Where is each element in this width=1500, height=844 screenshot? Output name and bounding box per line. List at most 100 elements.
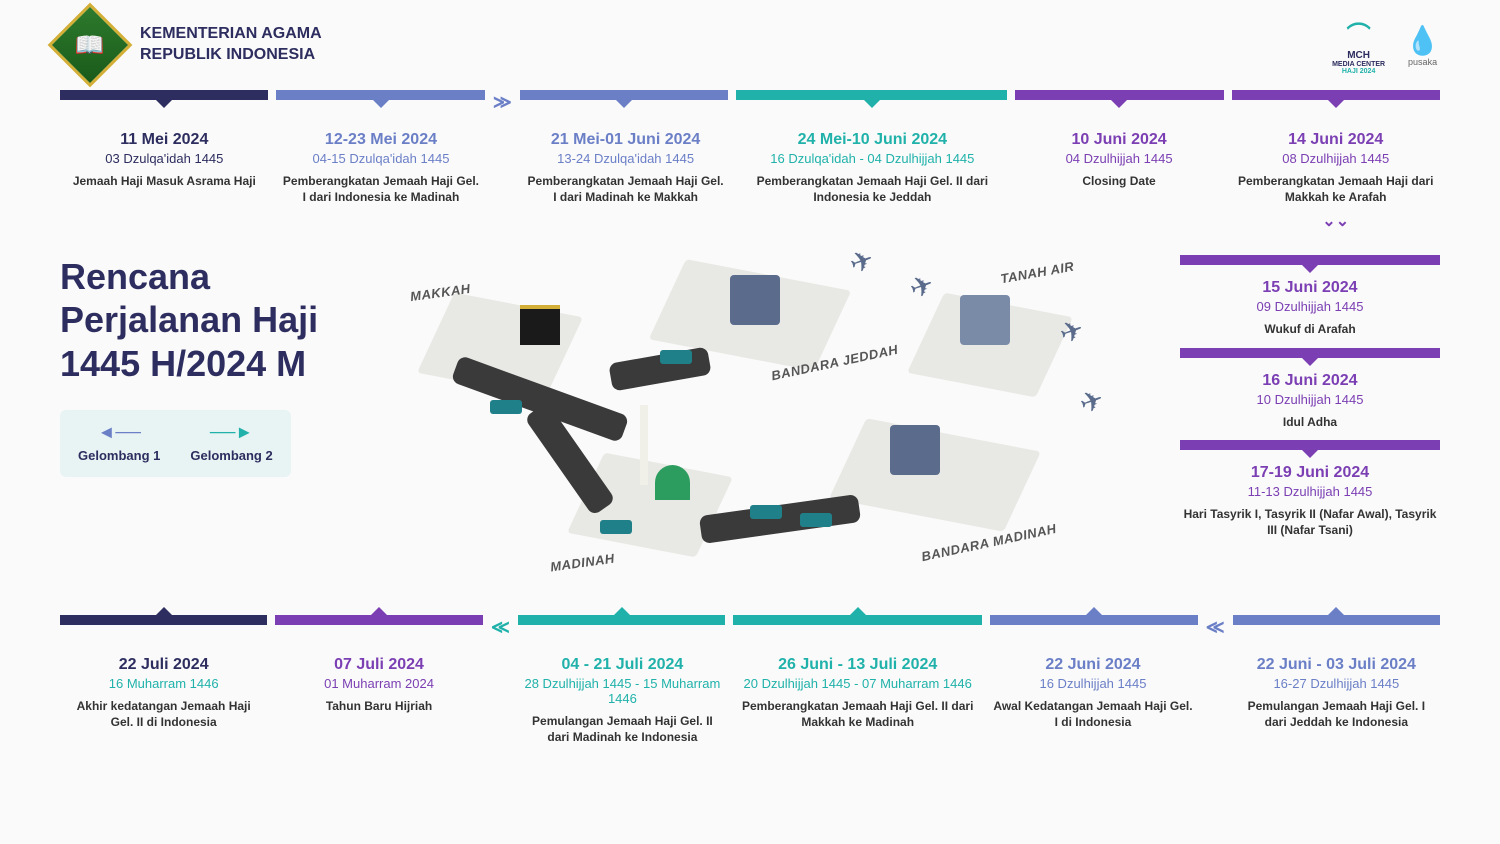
legend-wave1: ◄── Gelombang 1: [78, 422, 160, 465]
card-desc: Hari Tasyrik I, Tasyrik II (Nafar Awal),…: [1180, 507, 1440, 538]
card-hijri: 11-13 Dzulhijjah 1445: [1180, 484, 1440, 499]
card-date: 14 Juni 2024: [1235, 131, 1436, 149]
timeline-card: 07 Juli 2024 01 Muharram 2024 Tahun Baru…: [275, 656, 482, 745]
card-hijri: 16 Dzulhijjah 1445: [993, 676, 1192, 691]
bar-segment: [60, 90, 268, 100]
card-desc: Jemaah Haji Masuk Asrama Haji: [64, 174, 265, 190]
card-desc: Closing Date: [1019, 174, 1220, 190]
bar-segment: [60, 615, 267, 625]
timeline-card: 11 Mei 2024 03 Dzulqa'idah 1445 Jemaah H…: [60, 131, 269, 235]
chevron-right-icon: ≫: [493, 92, 512, 113]
card-date: 24 Mei-10 Juni 2024: [742, 131, 1003, 149]
card-desc: Pemberangkatan Jemaah Haji Gel. II dari …: [738, 699, 977, 730]
mch-logo: ⌒ MCH MEDIA CENTER HAJI 2024: [1332, 15, 1385, 75]
timeline-card: 21 Mei-01 Juni 2024 13-24 Dzulqa'idah 14…: [521, 131, 730, 235]
timeline-card: 24 Mei-10 Juni 2024 16 Dzulqa'idah - 04 …: [738, 131, 1007, 235]
building-icon: [960, 295, 1010, 345]
bar-segment: [275, 615, 482, 625]
card-date: 12-23 Mei 2024: [281, 131, 482, 149]
label-madinah: MADINAH: [549, 551, 615, 575]
card-desc: Tahun Baru Hijriah: [279, 699, 478, 715]
timeline-bottom-bars: ≪ ≪: [0, 605, 1500, 638]
card-hijri: 09 Dzulhijjah 1445: [1180, 299, 1440, 314]
card-hijri: 10 Dzulhijjah 1445: [1180, 392, 1440, 407]
ministry-line2: REPUBLIK INDONESIA: [140, 45, 322, 66]
plane-icon: ✈: [845, 242, 878, 281]
bar-segment: [1180, 348, 1440, 358]
title-line2: Perjalanan Haji: [60, 298, 380, 341]
ministry-logo: 📖: [48, 3, 133, 88]
card-date: 22 Juni - 03 Juli 2024: [1237, 656, 1436, 674]
pusaka-label: pusaka: [1405, 57, 1440, 67]
card-date: 21 Mei-01 Juni 2024: [525, 131, 726, 149]
bar-segment: [990, 615, 1197, 625]
card-desc: Pemulangan Jemaah Haji Gel. I dari Jedda…: [1237, 699, 1436, 730]
bus-icon: [800, 513, 832, 527]
chevron-left-icon: ≪: [491, 617, 510, 638]
card-hijri: 13-24 Dzulqa'idah 1445: [525, 151, 726, 166]
road-segment: [699, 494, 861, 544]
card-hijri: 16-27 Dzulhijjah 1445: [1237, 676, 1436, 691]
minaret-icon: [640, 405, 648, 485]
card-date: 15 Juni 2024: [1180, 279, 1440, 297]
mch-year: HAJI 2024: [1332, 68, 1385, 75]
card-desc: Pemulangan Jemaah Haji Gel. II dari Madi…: [523, 714, 722, 745]
card-hijri: 04 Dzulhijjah 1445: [1019, 151, 1220, 166]
isometric-map: MAKKAH BANDARA JEDDAH TANAH AIR MADINAH …: [380, 255, 1180, 595]
bus-icon: [750, 505, 782, 519]
title-line1: Rencana: [60, 255, 380, 298]
airport-building-icon: [890, 425, 940, 475]
card-date: 11 Mei 2024: [64, 131, 265, 149]
bottom-cards-row: 22 Juli 2024 16 Muharram 1446 Akhir keda…: [0, 638, 1500, 745]
header-left: 📖 KEMENTERIAN AGAMA REPUBLIK INDONESIA: [60, 15, 322, 75]
legend-wave2: ──► Gelombang 2: [190, 422, 272, 465]
legend-label: Gelombang 2: [190, 448, 272, 463]
title-block: Rencana Perjalanan Haji 1445 H/2024 M ◄─…: [60, 255, 380, 595]
arrow-right-icon: ──►: [190, 422, 272, 443]
label-tanah-air: TANAH AIR: [999, 259, 1075, 287]
chevron-left-icon: ≪: [1206, 617, 1225, 638]
timeline-card: 14 Juni 2024 08 Dzulhijjah 1445 Pemberan…: [1231, 131, 1440, 235]
card-date: 17-19 Juni 2024: [1180, 464, 1440, 482]
card-date: 07 Juli 2024: [279, 656, 478, 674]
bar-segment: [1232, 90, 1440, 100]
timeline-top-bars: ≫: [0, 90, 1500, 113]
card-hijri: 16 Dzulqa'idah - 04 Dzulhijjah 1445: [742, 151, 1003, 166]
card-desc: Idul Adha: [1180, 415, 1440, 431]
bus-icon: [660, 350, 692, 364]
title-line3: 1445 H/2024 M: [60, 342, 380, 385]
ministry-line1: KEMENTERIAN AGAMA: [140, 24, 322, 45]
card-hijri: 20 Dzulhijjah 1445 - 07 Muharram 1446: [738, 676, 977, 691]
chevron-down-icon: ⌄⌄: [1235, 211, 1436, 231]
bar-segment: [276, 90, 484, 100]
card-hijri: 03 Dzulqa'idah 1445: [64, 151, 265, 166]
plane-icon: ✈: [1055, 312, 1088, 351]
bar-segment: [1015, 90, 1223, 100]
card-date: 26 Juni - 13 Juli 2024: [738, 656, 977, 674]
arc-icon: ⌒: [1332, 15, 1385, 50]
drop-icon: 💧: [1405, 24, 1440, 57]
card-hijri: 04-15 Dzulqa'idah 1445: [281, 151, 482, 166]
card-date: 04 - 21 Juli 2024: [523, 656, 722, 674]
card-desc: Wukuf di Arafah: [1180, 322, 1440, 338]
card-date: 10 Juni 2024: [1019, 131, 1220, 149]
timeline-card: 22 Juni - 03 Juli 2024 16-27 Dzulhijjah …: [1233, 656, 1440, 745]
bar-segment: [1180, 440, 1440, 450]
bus-icon: [490, 400, 522, 414]
card-hijri: 08 Dzulhijjah 1445: [1235, 151, 1436, 166]
bar-segment: [518, 615, 725, 625]
top-cards-row: 11 Mei 2024 03 Dzulqa'idah 1445 Jemaah H…: [0, 113, 1500, 235]
card-hijri: 28 Dzulhijjah 1445 - 15 Muharram 1446: [523, 676, 722, 706]
legend-label: Gelombang 1: [78, 448, 160, 463]
mosque-dome-icon: [655, 465, 690, 500]
card-date: 16 Juni 2024: [1180, 372, 1440, 390]
header: 📖 KEMENTERIAN AGAMA REPUBLIK INDONESIA ⌒…: [0, 0, 1500, 90]
middle-section: Rencana Perjalanan Haji 1445 H/2024 M ◄─…: [0, 235, 1500, 605]
card-desc: Pemberangkatan Jemaah Haji Gel. II dari …: [742, 174, 1003, 205]
card-hijri: 01 Muharram 2024: [279, 676, 478, 691]
right-cards-column: 15 Juni 2024 09 Dzulhijjah 1445 Wukuf di…: [1180, 255, 1440, 595]
timeline-card: 22 Juni 2024 16 Dzulhijjah 1445 Awal Ked…: [989, 656, 1196, 745]
plane-icon: ✈: [905, 267, 938, 306]
bar-segment: [1180, 255, 1440, 265]
timeline-card: 10 Juni 2024 04 Dzulhijjah 1445 Closing …: [1015, 131, 1224, 235]
